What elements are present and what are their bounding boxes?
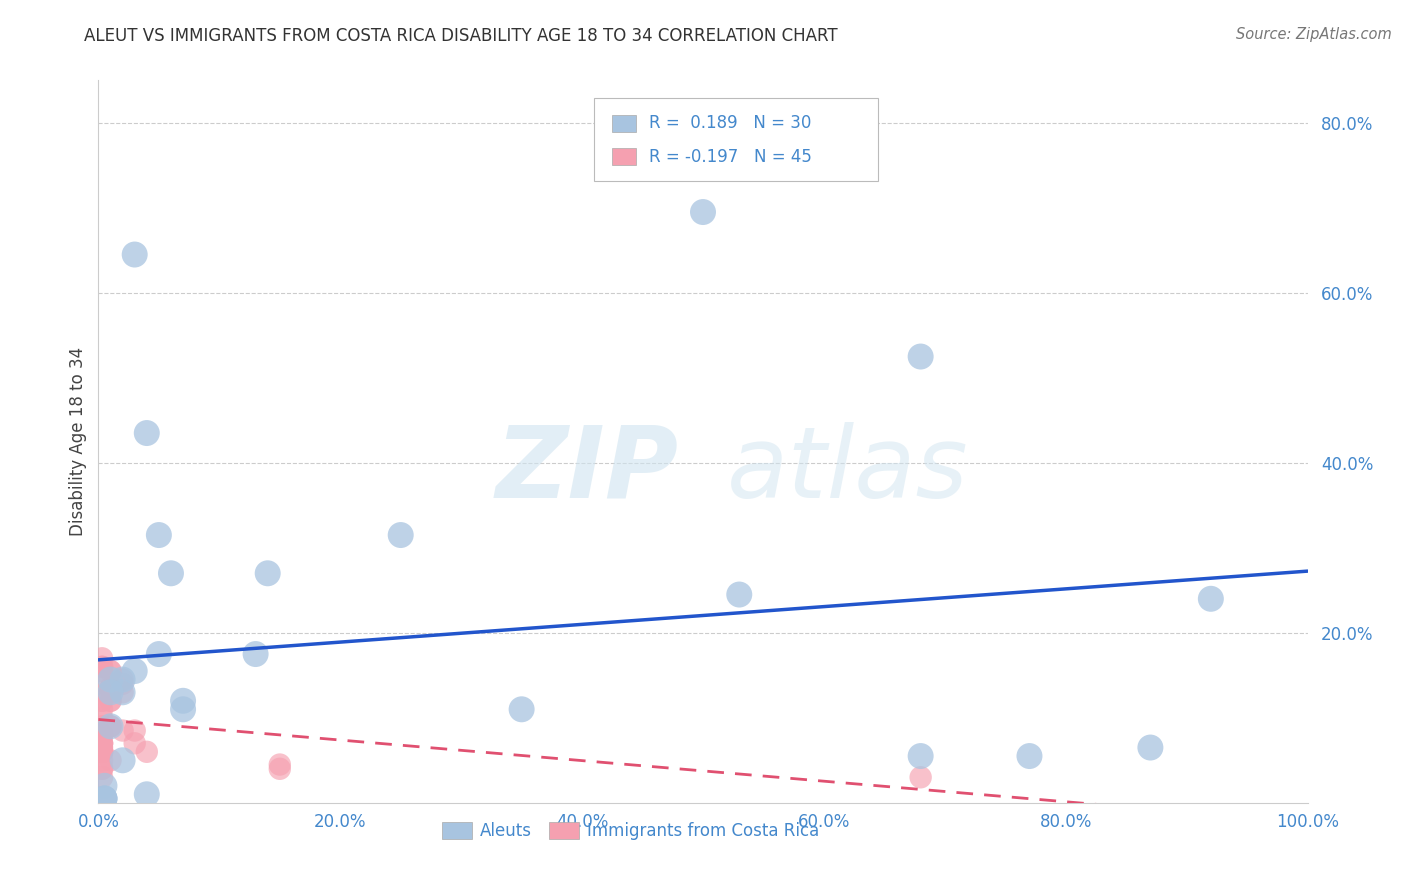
Point <box>124 736 146 750</box>
Point <box>124 723 146 738</box>
Point <box>111 753 134 767</box>
Point <box>124 247 146 261</box>
Point <box>91 660 114 674</box>
Point <box>91 740 114 755</box>
Point <box>91 736 114 750</box>
Point <box>100 719 122 733</box>
Point <box>91 762 114 776</box>
Point <box>111 685 134 699</box>
Point <box>100 719 122 733</box>
Point <box>100 681 122 695</box>
Point <box>1018 749 1040 764</box>
Point <box>91 711 114 725</box>
Point <box>91 770 114 784</box>
Point <box>91 677 114 691</box>
Point <box>910 749 932 764</box>
Point <box>111 685 134 699</box>
Point <box>91 664 114 678</box>
Point <box>1139 740 1161 755</box>
Text: ALEUT VS IMMIGRANTS FROM COSTA RICA DISABILITY AGE 18 TO 34 CORRELATION CHART: ALEUT VS IMMIGRANTS FROM COSTA RICA DISA… <box>84 27 838 45</box>
Point <box>100 664 122 678</box>
Point <box>910 770 932 784</box>
Point <box>91 694 114 708</box>
Point <box>91 753 114 767</box>
Point <box>728 588 751 602</box>
Legend: Aleuts, Immigrants from Costa Rica: Aleuts, Immigrants from Costa Rica <box>434 815 825 847</box>
Point <box>135 787 157 801</box>
Point <box>91 719 114 733</box>
Point <box>245 647 267 661</box>
Point <box>389 528 412 542</box>
Point <box>91 728 114 742</box>
Text: ZIP: ZIP <box>496 422 679 519</box>
Point <box>135 745 157 759</box>
Point <box>100 719 122 733</box>
Point <box>91 736 114 750</box>
Point <box>93 791 115 805</box>
Point <box>91 651 114 665</box>
Point <box>910 350 932 364</box>
Point <box>93 791 115 805</box>
Point <box>100 694 122 708</box>
Point <box>91 660 114 674</box>
Text: Source: ZipAtlas.com: Source: ZipAtlas.com <box>1236 27 1392 42</box>
Point <box>91 745 114 759</box>
Point <box>148 528 170 542</box>
Point <box>269 757 291 772</box>
Point <box>111 673 134 687</box>
Point <box>172 702 194 716</box>
Text: R = -0.197   N = 45: R = -0.197 N = 45 <box>648 147 811 166</box>
Point <box>91 745 114 759</box>
Point <box>111 723 134 738</box>
Point <box>269 762 291 776</box>
Point <box>148 647 170 661</box>
Point <box>124 664 146 678</box>
Point <box>93 779 115 793</box>
Point <box>100 753 122 767</box>
FancyBboxPatch shape <box>613 114 637 132</box>
Point <box>692 205 714 219</box>
FancyBboxPatch shape <box>613 148 637 165</box>
Point <box>100 664 122 678</box>
Point <box>91 702 114 716</box>
Text: atlas: atlas <box>727 422 969 519</box>
Point <box>91 736 114 750</box>
Point <box>100 673 122 687</box>
Point <box>172 694 194 708</box>
Point <box>256 566 278 581</box>
Point <box>91 728 114 742</box>
Point <box>160 566 183 581</box>
Point <box>93 791 115 805</box>
Point <box>510 702 533 716</box>
Point <box>100 694 122 708</box>
Point <box>91 694 114 708</box>
Y-axis label: Disability Age 18 to 34: Disability Age 18 to 34 <box>69 347 87 536</box>
Text: R =  0.189   N = 30: R = 0.189 N = 30 <box>648 114 811 132</box>
FancyBboxPatch shape <box>595 98 879 181</box>
Point <box>100 685 122 699</box>
Point <box>100 685 122 699</box>
Point <box>111 673 134 687</box>
Point <box>91 762 114 776</box>
Point <box>1199 591 1222 606</box>
Point <box>91 728 114 742</box>
Point <box>91 745 114 759</box>
Point <box>100 681 122 695</box>
Point <box>135 425 157 440</box>
Point <box>111 677 134 691</box>
Point <box>91 745 114 759</box>
